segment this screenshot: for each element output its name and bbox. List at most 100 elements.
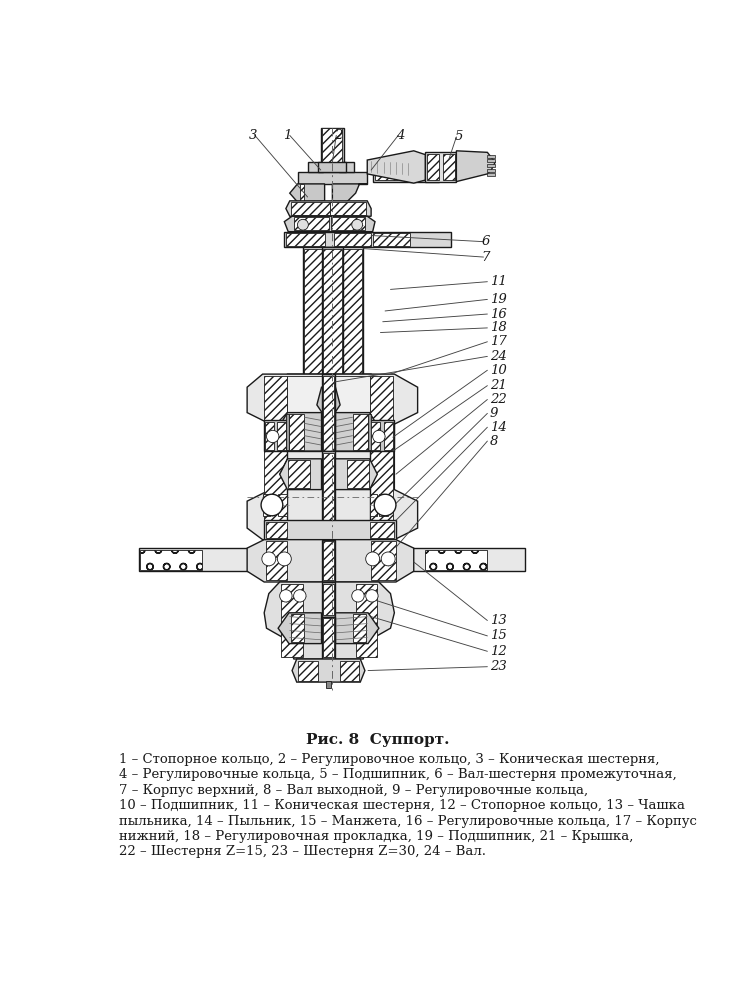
Text: Рис. 8  Суппорт.: Рис. 8 Суппорт.	[306, 733, 449, 747]
Polygon shape	[279, 459, 321, 490]
Polygon shape	[487, 169, 495, 172]
Polygon shape	[335, 613, 379, 644]
Polygon shape	[375, 166, 398, 180]
Text: 1 – Стопорное кольцо, 2 – Регулировочное кольцо, 3 – Коническая шестерня,: 1 – Стопорное кольцо, 2 – Регулировочное…	[119, 753, 660, 766]
Polygon shape	[264, 582, 394, 659]
Polygon shape	[262, 494, 270, 516]
Polygon shape	[369, 494, 377, 516]
Polygon shape	[425, 550, 487, 570]
Polygon shape	[456, 151, 495, 182]
Polygon shape	[282, 584, 303, 657]
Polygon shape	[300, 184, 304, 201]
Polygon shape	[264, 420, 287, 451]
Circle shape	[352, 590, 364, 602]
Circle shape	[277, 552, 291, 566]
Polygon shape	[338, 162, 354, 172]
Polygon shape	[303, 247, 363, 374]
Polygon shape	[282, 374, 377, 387]
Polygon shape	[288, 460, 310, 488]
Polygon shape	[335, 459, 377, 490]
Circle shape	[374, 494, 396, 516]
Text: 18: 18	[489, 321, 506, 334]
Polygon shape	[266, 522, 287, 538]
Text: 4 – Регулировочные кольца, 5 – Подшипник, 6 – Вал-шестерня промежуточная,: 4 – Регулировочные кольца, 5 – Подшипник…	[119, 768, 677, 781]
Text: 16: 16	[489, 308, 506, 321]
Text: 8: 8	[489, 435, 498, 448]
Polygon shape	[487, 164, 495, 167]
Polygon shape	[307, 162, 323, 172]
Polygon shape	[321, 374, 335, 540]
Polygon shape	[276, 422, 286, 450]
Polygon shape	[425, 152, 456, 182]
Circle shape	[366, 590, 378, 602]
Polygon shape	[293, 217, 329, 230]
Polygon shape	[247, 374, 418, 540]
Polygon shape	[369, 376, 393, 537]
Polygon shape	[292, 659, 365, 682]
Polygon shape	[326, 681, 331, 688]
Polygon shape	[487, 159, 495, 162]
Circle shape	[366, 552, 380, 566]
Text: нижний, 18 – Регулировочная прокладка, 19 – Подшипник, 21 – Крышка,: нижний, 18 – Регулировочная прокладка, 1…	[119, 830, 634, 843]
Polygon shape	[266, 541, 287, 580]
Text: 3: 3	[248, 129, 256, 142]
Text: 22 – Шестерня Z=15, 23 – Шестерня Z=30, 24 – Вал.: 22 – Шестерня Z=15, 23 – Шестерня Z=30, …	[119, 845, 486, 858]
Polygon shape	[330, 202, 366, 215]
Text: 7 – Корпус верхний, 8 – Вал выходной, 9 – Регулировочные кольца,: 7 – Корпус верхний, 8 – Вал выходной, 9 …	[119, 784, 588, 797]
Polygon shape	[367, 151, 425, 183]
Text: 10 – Подшипник, 11 – Коническая шестерня, 12 – Стопорное кольцо, 13 – Чашка: 10 – Подшипник, 11 – Коническая шестерня…	[119, 799, 685, 812]
Polygon shape	[487, 173, 495, 176]
Text: 1: 1	[283, 129, 292, 142]
Polygon shape	[317, 387, 340, 416]
Text: 6: 6	[482, 235, 490, 248]
Polygon shape	[487, 155, 495, 158]
Text: 22: 22	[489, 393, 506, 406]
Polygon shape	[278, 494, 287, 516]
Polygon shape	[287, 376, 369, 539]
Polygon shape	[371, 541, 396, 580]
Text: 19: 19	[489, 293, 506, 306]
Polygon shape	[443, 154, 455, 180]
Polygon shape	[284, 232, 451, 247]
Polygon shape	[140, 550, 202, 570]
Polygon shape	[291, 202, 330, 215]
Circle shape	[381, 552, 395, 566]
Polygon shape	[331, 217, 365, 230]
Polygon shape	[321, 128, 344, 162]
Text: 14: 14	[489, 421, 506, 434]
Polygon shape	[323, 249, 342, 374]
Text: 17: 17	[489, 335, 506, 348]
Circle shape	[373, 430, 385, 443]
Polygon shape	[383, 422, 393, 450]
Polygon shape	[287, 451, 369, 528]
Polygon shape	[298, 661, 318, 681]
Polygon shape	[321, 451, 335, 540]
Polygon shape	[290, 614, 304, 642]
Text: 23: 23	[489, 660, 506, 673]
Circle shape	[293, 590, 306, 602]
Text: 11: 11	[489, 275, 506, 288]
Polygon shape	[369, 522, 394, 538]
Polygon shape	[337, 375, 369, 386]
Polygon shape	[373, 233, 410, 246]
Polygon shape	[347, 460, 368, 488]
Circle shape	[267, 430, 279, 443]
Polygon shape	[323, 376, 334, 538]
Circle shape	[352, 219, 363, 230]
Polygon shape	[369, 420, 394, 451]
Polygon shape	[321, 247, 343, 374]
Polygon shape	[286, 414, 289, 450]
Polygon shape	[323, 541, 334, 580]
Polygon shape	[298, 172, 367, 184]
Polygon shape	[321, 582, 335, 617]
Circle shape	[262, 552, 276, 566]
Polygon shape	[334, 233, 371, 246]
Text: 5: 5	[455, 130, 463, 143]
Polygon shape	[322, 128, 343, 162]
Polygon shape	[289, 414, 304, 450]
Circle shape	[298, 219, 308, 230]
Polygon shape	[284, 216, 375, 232]
Polygon shape	[332, 184, 367, 205]
Polygon shape	[369, 548, 525, 571]
Polygon shape	[286, 233, 324, 246]
